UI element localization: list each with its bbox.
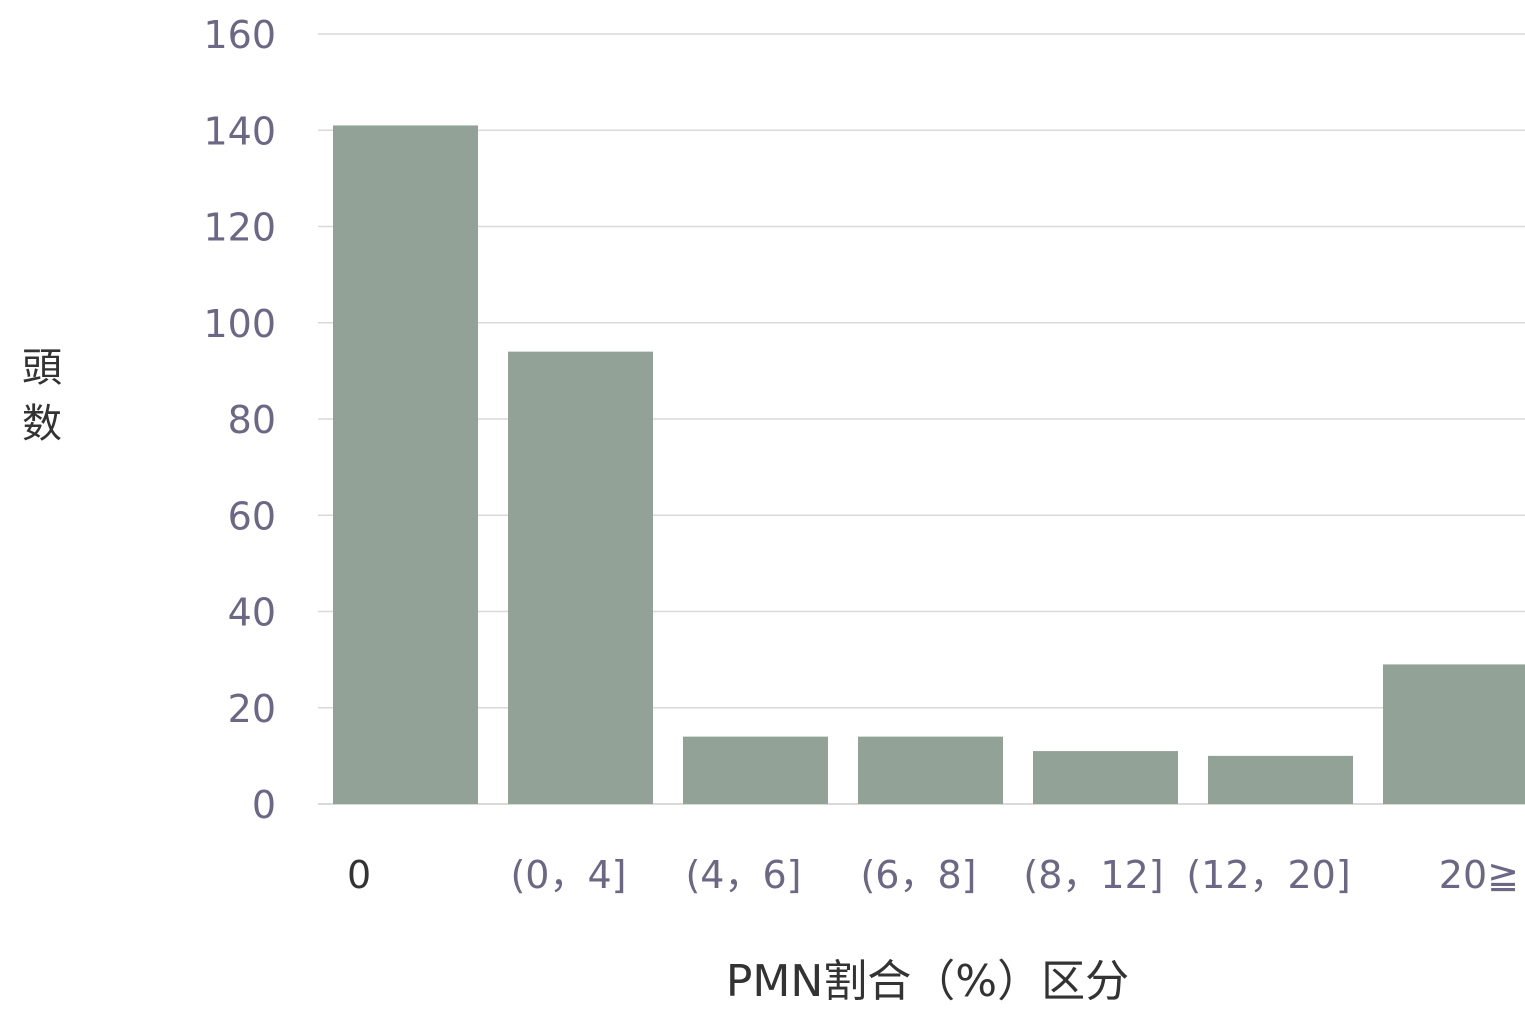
bar-1 [508,351,653,804]
y-axis-ticks: 0 20 40 60 80 100 120 140 160 [203,13,276,827]
x-axis-ticks: 0 (0，4] (4，6] (6，8] (8，12] (12，20] 20≧ [347,853,1519,897]
bar-5 [1208,755,1353,804]
bar-0 [333,125,478,804]
bar-3 [858,736,1003,804]
x-tick-label: (8，12] [1023,853,1163,897]
y-tick-label: 40 [228,591,276,635]
y-axis-label-char-2: 数 [22,401,62,447]
y-tick-label: 120 [203,206,276,250]
x-tick-label: 20≧ [1439,853,1519,897]
x-tick-label: (12，20] [1186,853,1350,897]
x-axis-label: PMN割合（%）区分 [725,956,1130,1007]
y-tick-label: 140 [203,109,276,153]
bar-2 [683,736,828,804]
y-tick-label: 100 [203,302,276,346]
y-tick-label: 160 [203,13,276,57]
gridlines [318,33,1525,805]
y-tick-label: 80 [228,398,276,442]
x-tick-label: (4，6] [685,853,801,897]
bar-4 [1033,751,1178,804]
bar-6 [1383,664,1525,804]
y-tick-label: 0 [252,783,276,827]
y-tick-label: 60 [228,494,276,538]
bars [333,125,1525,804]
y-axis-label: 頭 数 [14,340,70,452]
y-tick-label: 20 [228,687,276,731]
x-tick-label: (6，8] [860,853,976,897]
x-tick-label: 0 [347,853,371,897]
x-tick-label: (0，4] [510,853,626,897]
y-axis-label-char-1: 頭 [22,345,62,391]
